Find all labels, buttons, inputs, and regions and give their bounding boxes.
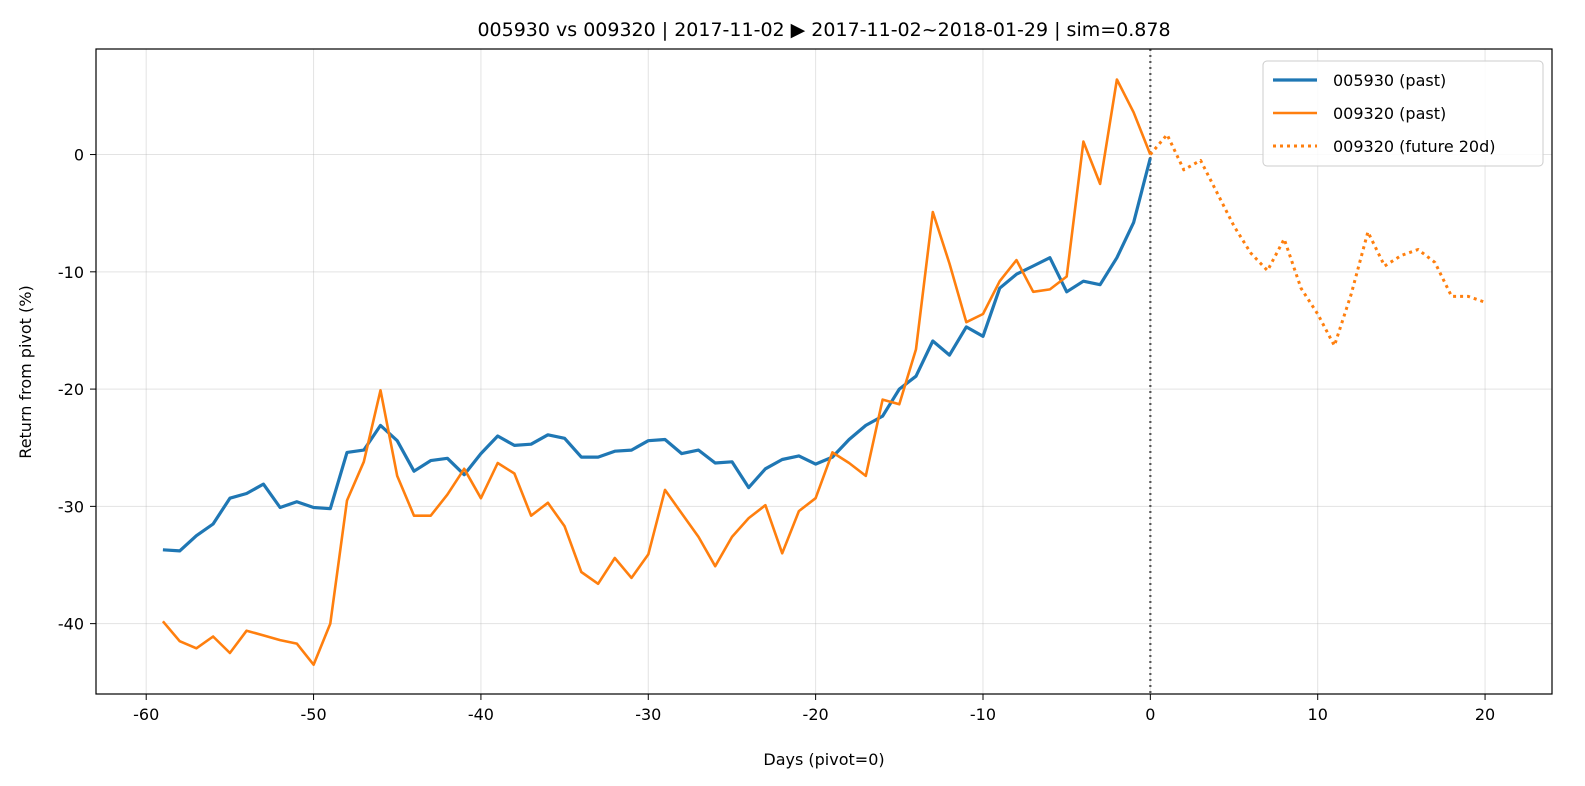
series-line-1 (161, 78, 1152, 667)
series-group (161, 78, 1486, 667)
x-tick-label: 0 (1145, 705, 1155, 724)
series-line-2 (1149, 133, 1486, 348)
y-axis-ticks: -40 -30 -20 -10 0 (58, 146, 96, 634)
x-tick-label: 10 (1308, 705, 1328, 724)
y-tick-label: -30 (58, 497, 84, 516)
y-tick-label: 0 (74, 146, 84, 165)
x-tick-label: -10 (970, 705, 996, 724)
legend-box (1262, 60, 1544, 167)
legend: 005930 (past) 009320 (past) 009320 (future… (1262, 60, 1544, 167)
legend-label-0: 005930 (past) (1333, 71, 1446, 90)
x-tick-label: 20 (1475, 705, 1495, 724)
y-tick-label: -10 (58, 263, 84, 282)
legend-label-2: 009320 (future 20d) (1333, 137, 1496, 156)
chart-title: 005930 vs 009320 | 2017-11-02 ▶ 2017-11-… (477, 19, 1170, 41)
y-tick-label: -20 (58, 380, 84, 399)
x-tick-label: -40 (468, 705, 494, 724)
x-axis-label: Days (pivot=0) (763, 750, 884, 769)
y-tick-label: -40 (58, 615, 84, 634)
x-tick-label: -20 (803, 705, 829, 724)
legend-label-1: 009320 (past) (1333, 104, 1446, 123)
x-tick-label: -50 (300, 705, 326, 724)
x-axis-ticks: -60 -50 -40 -30 -20 -10 0 10 20 (133, 694, 1495, 724)
plot-frame (95, 48, 1553, 695)
x-tick-label: -60 (133, 705, 159, 724)
y-axis-label: Return from pivot (%) (16, 285, 35, 458)
series-line-0 (162, 157, 1152, 553)
x-tick-label: -30 (635, 705, 661, 724)
